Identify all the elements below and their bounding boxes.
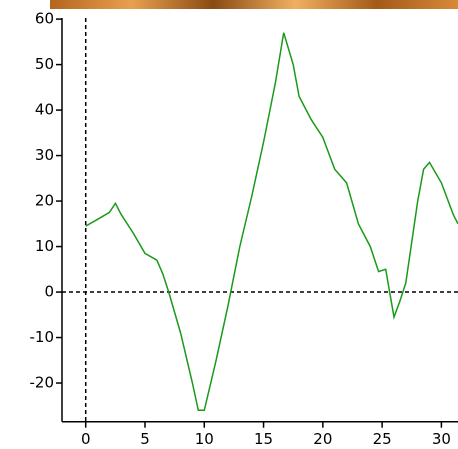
y-tick-label: 40 bbox=[35, 101, 54, 119]
y-tick-label: 60 bbox=[35, 10, 54, 28]
y-tick-label: 10 bbox=[35, 237, 54, 255]
y-tick-label: -10 bbox=[30, 328, 55, 346]
x-tick-label: 10 bbox=[195, 430, 214, 448]
y-tick-label: 0 bbox=[44, 283, 54, 301]
data-line bbox=[86, 33, 458, 411]
x-tick-label: 0 bbox=[81, 430, 91, 448]
x-tick-label: 20 bbox=[313, 430, 332, 448]
x-tick-label: 15 bbox=[254, 430, 273, 448]
x-tick-label: 30 bbox=[432, 430, 451, 448]
y-tick-label: -20 bbox=[30, 374, 55, 392]
x-tick-label: 25 bbox=[373, 430, 392, 448]
y-tick-label: 50 bbox=[35, 55, 54, 73]
chart: -20 -10 0 10 20 30 40 50 60 0 5 10 15 20 25 30 bbox=[0, 0, 458, 449]
image-strip bbox=[50, 0, 458, 9]
y-tick-label: 30 bbox=[35, 146, 54, 164]
x-tick-label: 5 bbox=[140, 430, 150, 448]
y-tick-label: 20 bbox=[35, 192, 54, 210]
